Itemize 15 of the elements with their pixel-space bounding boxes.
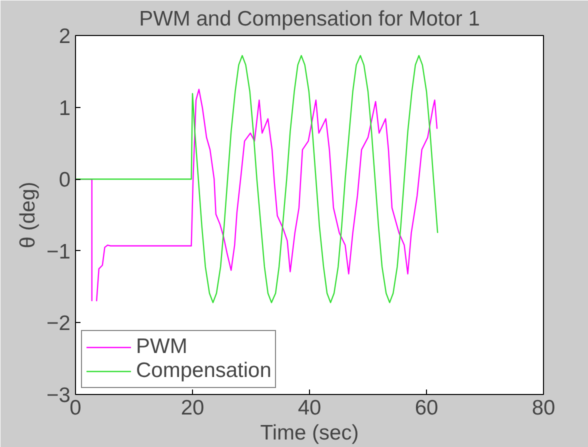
chart-title: PWM and Compensation for Motor 1 — [139, 8, 480, 30]
y-tick-label: −3 — [46, 384, 71, 407]
y-tick-label: 0 — [58, 168, 71, 192]
y-tick-label: −2 — [46, 312, 71, 336]
x-tick-label: 20 — [180, 396, 204, 420]
x-axis-title: Time (sec) — [260, 422, 359, 444]
x-tick-label: 40 — [298, 396, 322, 420]
y-axis-title: θ (deg) — [16, 182, 40, 248]
y-tick-label: 2 — [58, 25, 71, 48]
x-tick-label: 80 — [532, 396, 556, 420]
legend-label: PWM — [136, 335, 188, 359]
y-tick-label: −1 — [46, 240, 71, 264]
x-tick-label: 60 — [414, 396, 438, 420]
legend-label: Compensation — [136, 359, 272, 383]
y-tick-label: 1 — [58, 96, 71, 120]
